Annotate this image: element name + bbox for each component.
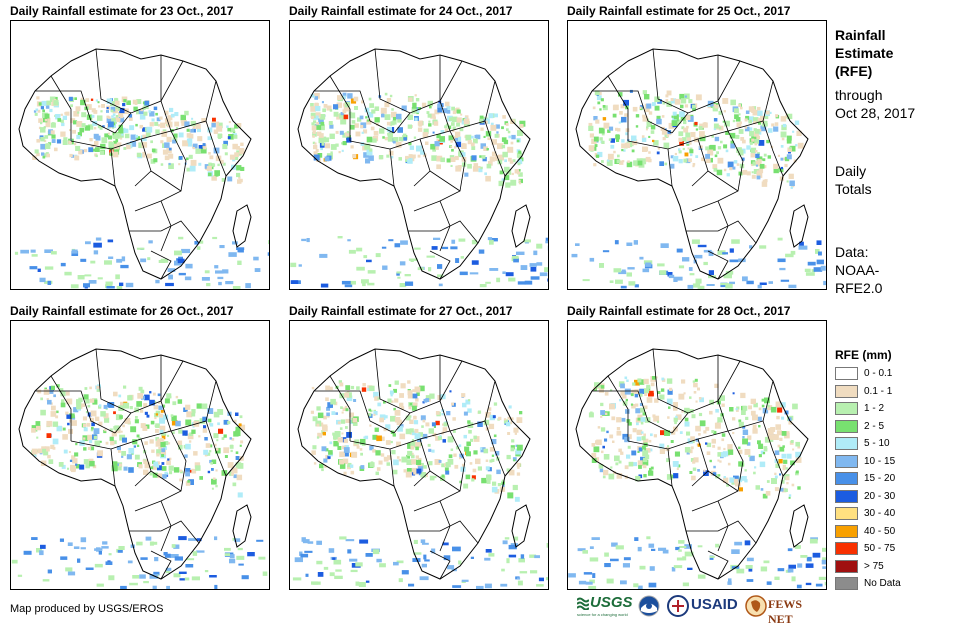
- panel-title: Daily Rainfall estimate for 28 Oct., 201…: [567, 304, 847, 318]
- legend-label: 10 - 15: [864, 454, 895, 469]
- heading-line: Rainfall: [835, 27, 886, 43]
- panel-title: Daily Rainfall estimate for 27 Oct., 201…: [289, 304, 569, 318]
- rainfall-cells: [568, 376, 826, 589]
- data-source-line: NOAA-: [835, 262, 879, 278]
- legend-label: 5 - 10: [864, 436, 890, 451]
- legend-swatch: [835, 577, 858, 590]
- fewsnet-text: FEWS NET: [768, 597, 827, 627]
- africa-map: [568, 321, 826, 589]
- legend-label: 40 - 50: [864, 524, 895, 539]
- legend-swatch: [835, 542, 858, 555]
- legend-label: 0 - 0.1: [864, 366, 892, 381]
- map-panel-28-oct: Daily Rainfall estimate for 28 Oct., 201…: [567, 304, 827, 576]
- legend-swatch: [835, 507, 858, 520]
- rainfall-map: [567, 320, 827, 590]
- legend-label: 50 - 75: [864, 541, 895, 556]
- legend-label: 15 - 20: [864, 471, 895, 486]
- usgs-wave-icon: [577, 596, 589, 610]
- rainfall-map: [567, 20, 827, 290]
- map-panel-26-oct: Daily Rainfall estimate for 26 Oct., 201…: [10, 304, 270, 576]
- madagascar-outline: [233, 505, 251, 547]
- usgs-text: USGS: [590, 594, 633, 611]
- legend-swatch: [835, 385, 858, 398]
- map-panel-24-oct: Daily Rainfall estimate for 24 Oct., 201…: [289, 4, 549, 276]
- data-source-line: RFE2.0: [835, 280, 882, 296]
- panel-title: Daily Rainfall estimate for 26 Oct., 201…: [10, 304, 290, 318]
- data-source-line: Data:: [835, 244, 868, 260]
- africa-map: [290, 321, 548, 589]
- rainfall-cells: [15, 96, 269, 289]
- legend-swatch: [835, 420, 858, 433]
- map-panel-23-oct: Daily Rainfall estimate for 23 Oct., 201…: [10, 4, 270, 276]
- legend-swatch: [835, 455, 858, 468]
- coastline: [19, 49, 251, 279]
- totals-line: Daily: [835, 163, 866, 179]
- heading-line: Estimate: [835, 45, 893, 61]
- usaid-text: USAID: [691, 596, 738, 613]
- rainfall-cells: [12, 384, 267, 589]
- data-source: Data: NOAA- RFE2.0: [835, 243, 882, 297]
- legend-swatch: [835, 560, 858, 573]
- africa-map: [11, 321, 269, 589]
- agency-logos: USGS science for a changing world USAID …: [577, 594, 827, 620]
- madagascar-outline: [512, 505, 530, 547]
- totals-label: Daily Totals: [835, 162, 872, 198]
- legend-swatch: [835, 525, 858, 538]
- heading-line: (RFE): [835, 63, 872, 79]
- through-value: Oct 28, 2017: [835, 105, 915, 121]
- rainfall-map: [289, 20, 549, 290]
- noaa-logo: [638, 595, 660, 617]
- legend-label: 30 - 40: [864, 506, 895, 521]
- madagascar-outline: [790, 505, 808, 547]
- africa-map: [290, 21, 548, 289]
- africa-map: [11, 21, 269, 289]
- rainfall-cells: [293, 380, 548, 589]
- coastline: [298, 49, 530, 279]
- africa-map: [568, 21, 826, 289]
- legend-swatch: [835, 437, 858, 450]
- madagascar-outline: [233, 205, 251, 247]
- legend-swatch: [835, 402, 858, 415]
- legend-title: RFE (mm): [835, 348, 892, 362]
- map-credit: Map produced by USGS/EROS: [10, 603, 163, 615]
- through-date: through Oct 28, 2017: [835, 86, 915, 122]
- rainfall-map: [10, 320, 270, 590]
- usaid-seal-icon: [667, 595, 689, 617]
- rainfall-cells: [290, 93, 548, 288]
- legend-label: 1 - 2: [864, 401, 884, 416]
- legend-swatch: [835, 490, 858, 503]
- legend-label: > 75: [864, 559, 884, 574]
- through-label: through: [835, 87, 882, 103]
- legend-label: 0.1 - 1: [864, 384, 892, 399]
- panel-title: Daily Rainfall estimate for 23 Oct., 201…: [10, 4, 290, 18]
- map-panel-25-oct: Daily Rainfall estimate for 25 Oct., 201…: [567, 4, 827, 276]
- panel-title: Daily Rainfall estimate for 24 Oct., 201…: [289, 4, 569, 18]
- totals-line: Totals: [835, 181, 872, 197]
- panel-title: Daily Rainfall estimate for 25 Oct., 201…: [567, 4, 847, 18]
- fewsnet-globe-icon: [745, 595, 767, 617]
- legend-label: 2 - 5: [864, 419, 884, 434]
- legend-label: 20 - 30: [864, 489, 895, 504]
- rainfall-cells: [572, 90, 827, 289]
- usgs-tagline: science for a changing world: [577, 612, 628, 617]
- rainfall-map: [10, 20, 270, 290]
- map-heading: Rainfall Estimate (RFE): [835, 26, 893, 80]
- legend-swatch: [835, 472, 858, 485]
- legend-swatch: [835, 367, 858, 380]
- rainfall-map: [289, 320, 549, 590]
- madagascar-outline: [790, 205, 808, 247]
- map-panel-27-oct: Daily Rainfall estimate for 27 Oct., 201…: [289, 304, 549, 576]
- legend-label: No Data: [864, 576, 901, 591]
